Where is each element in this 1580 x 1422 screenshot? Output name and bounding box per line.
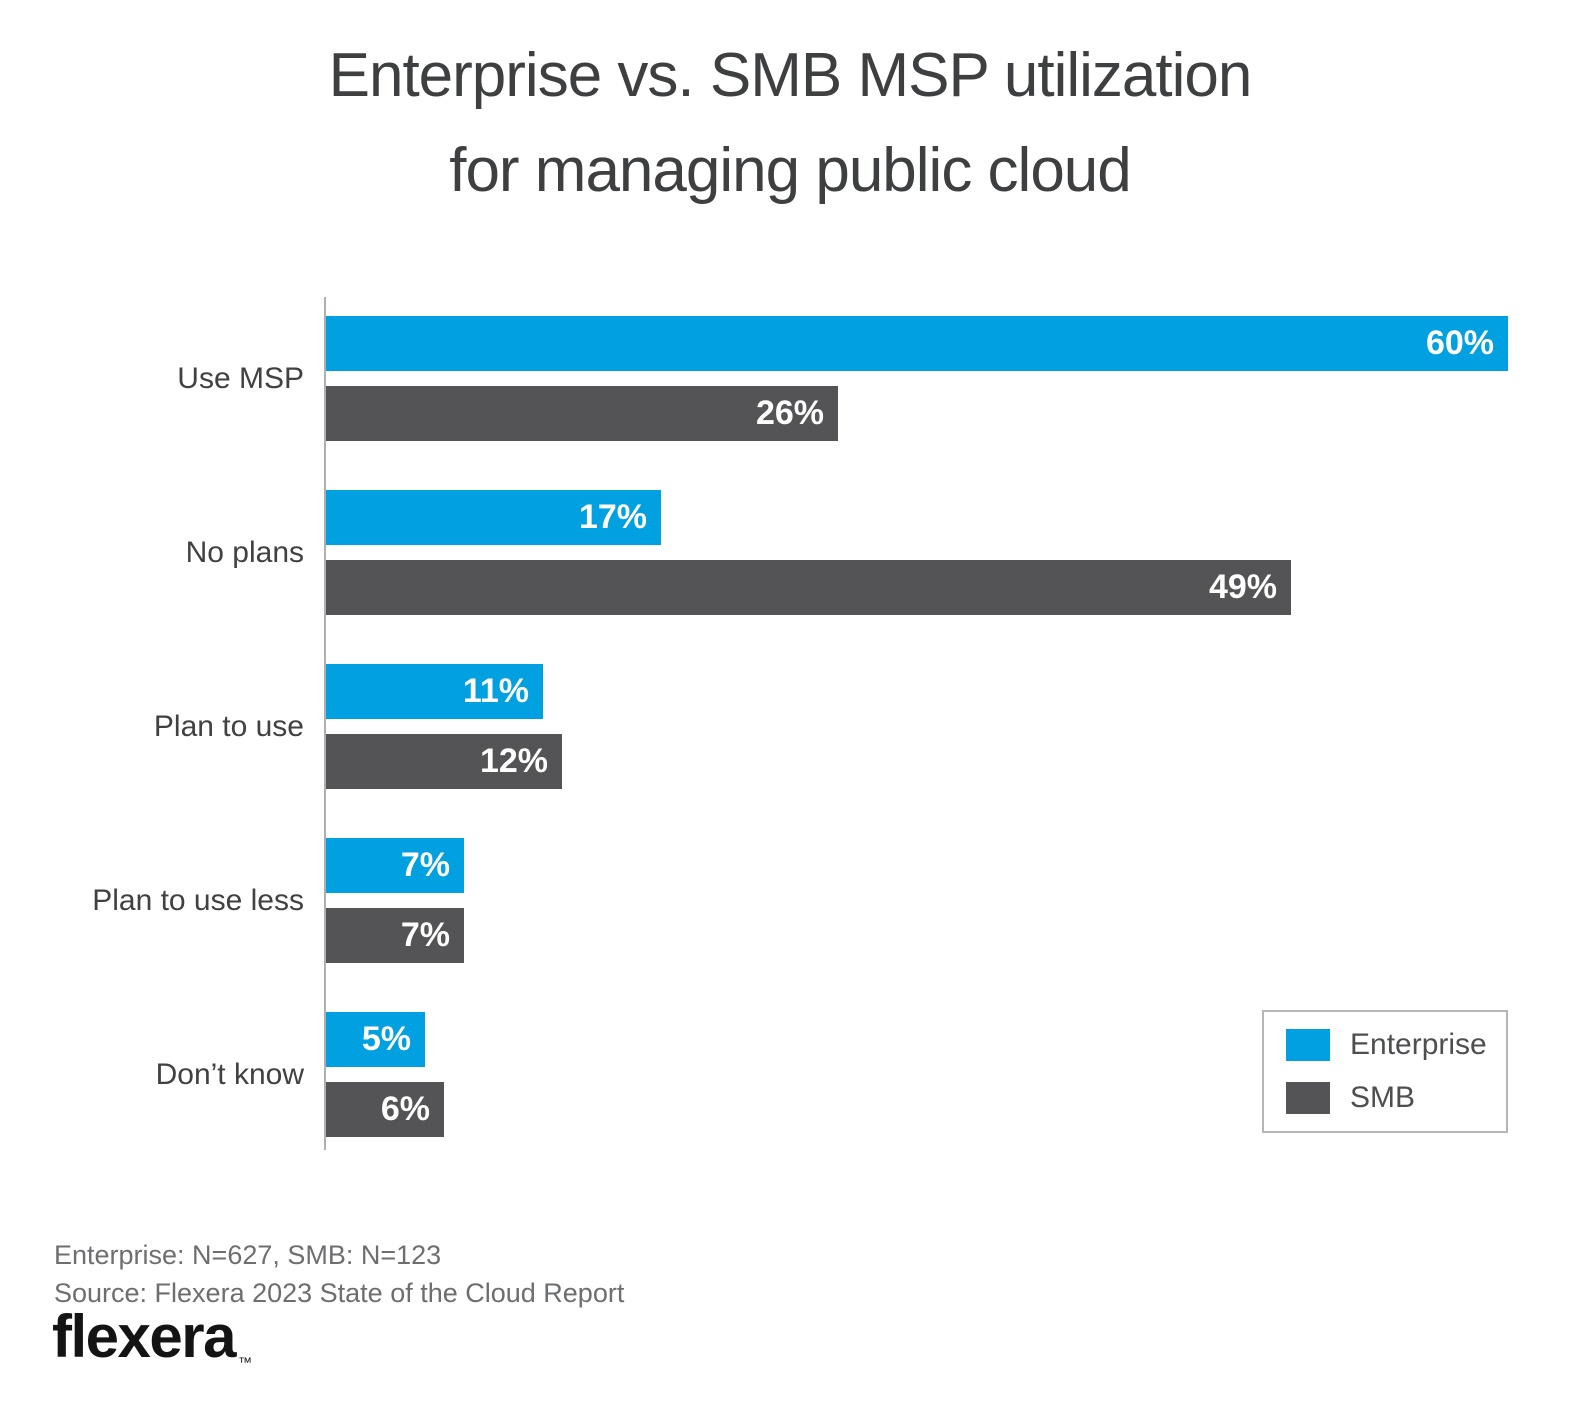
- flexera-logo: flexera ™: [52, 1302, 252, 1371]
- bar-enterprise-plan-to-use-less: 7%: [326, 838, 464, 893]
- trademark-symbol: ™: [237, 1354, 252, 1370]
- legend-swatch-enterprise: [1286, 1029, 1330, 1061]
- category-label-don-t-know: Don’t know: [155, 1058, 304, 1091]
- sample-size-note: Enterprise: N=627, SMB: N=123: [54, 1240, 442, 1270]
- chart-title: Enterprise vs. SMB MSP utilization for m…: [0, 28, 1580, 218]
- legend-box: Enterprise SMB: [1262, 1010, 1508, 1133]
- source-note: Source: Flexera 2023 State of the Cloud …: [54, 1278, 625, 1308]
- legend-label-smb: SMB: [1350, 1081, 1416, 1114]
- bar-value-label-enterprise-plan-to-use: 11%: [462, 672, 529, 710]
- bar-value-label-smb-no-plans: 49%: [1208, 568, 1277, 606]
- y-axis-line: [324, 297, 326, 1150]
- bar-smb-use-msp: 26%: [326, 386, 838, 441]
- chart-title-line2: for managing public cloud: [449, 136, 1132, 205]
- bar-smb-plan-to-use-less: 7%: [326, 908, 464, 963]
- flexera-logo-text: flexera: [52, 1303, 236, 1370]
- chart-title-line1: Enterprise vs. SMB MSP utilization: [328, 41, 1253, 110]
- category-label-use-msp: Use MSP: [177, 362, 304, 395]
- bar-value-label-smb-plan-to-use: 12%: [479, 742, 548, 780]
- footer-notes: Enterprise: N=627, SMB: N=123 Source: Fl…: [54, 1236, 624, 1312]
- bar-enterprise-use-msp: 60%: [326, 316, 1508, 371]
- bar-value-label-enterprise-no-plans: 17%: [578, 498, 647, 536]
- legend-label-enterprise: Enterprise: [1350, 1028, 1487, 1061]
- bar-smb-don-t-know: 6%: [326, 1082, 444, 1137]
- bar-value-label-smb-don-t-know: 6%: [380, 1090, 430, 1128]
- bar-enterprise-don-t-know: 5%: [326, 1012, 425, 1067]
- plot-area: Use MSP 60% 26% No plans 17% 49% Plan to use 11…: [92, 297, 1580, 1150]
- bar-value-label-enterprise-use-msp: 60%: [1425, 324, 1494, 362]
- legend-swatch-smb: [1286, 1082, 1330, 1114]
- legend-item-smb: SMB: [1286, 1081, 1506, 1115]
- category-label-no-plans: No plans: [185, 536, 304, 569]
- bar-value-label-smb-plan-to-use-less: 7%: [400, 916, 450, 954]
- category-label-plan-to-use-less: Plan to use less: [92, 884, 304, 917]
- bar-smb-plan-to-use: 12%: [326, 734, 562, 789]
- bar-value-label-smb-use-msp: 26%: [755, 394, 824, 432]
- bar-value-label-enterprise-don-t-know: 5%: [361, 1020, 411, 1058]
- bar-value-label-enterprise-plan-to-use-less: 7%: [400, 846, 450, 884]
- category-label-plan-to-use: Plan to use: [153, 710, 304, 743]
- bar-smb-no-plans: 49%: [326, 560, 1291, 615]
- bar-enterprise-no-plans: 17%: [326, 490, 661, 545]
- legend-item-enterprise: Enterprise: [1286, 1028, 1506, 1062]
- bar-enterprise-plan-to-use: 11%: [326, 664, 543, 719]
